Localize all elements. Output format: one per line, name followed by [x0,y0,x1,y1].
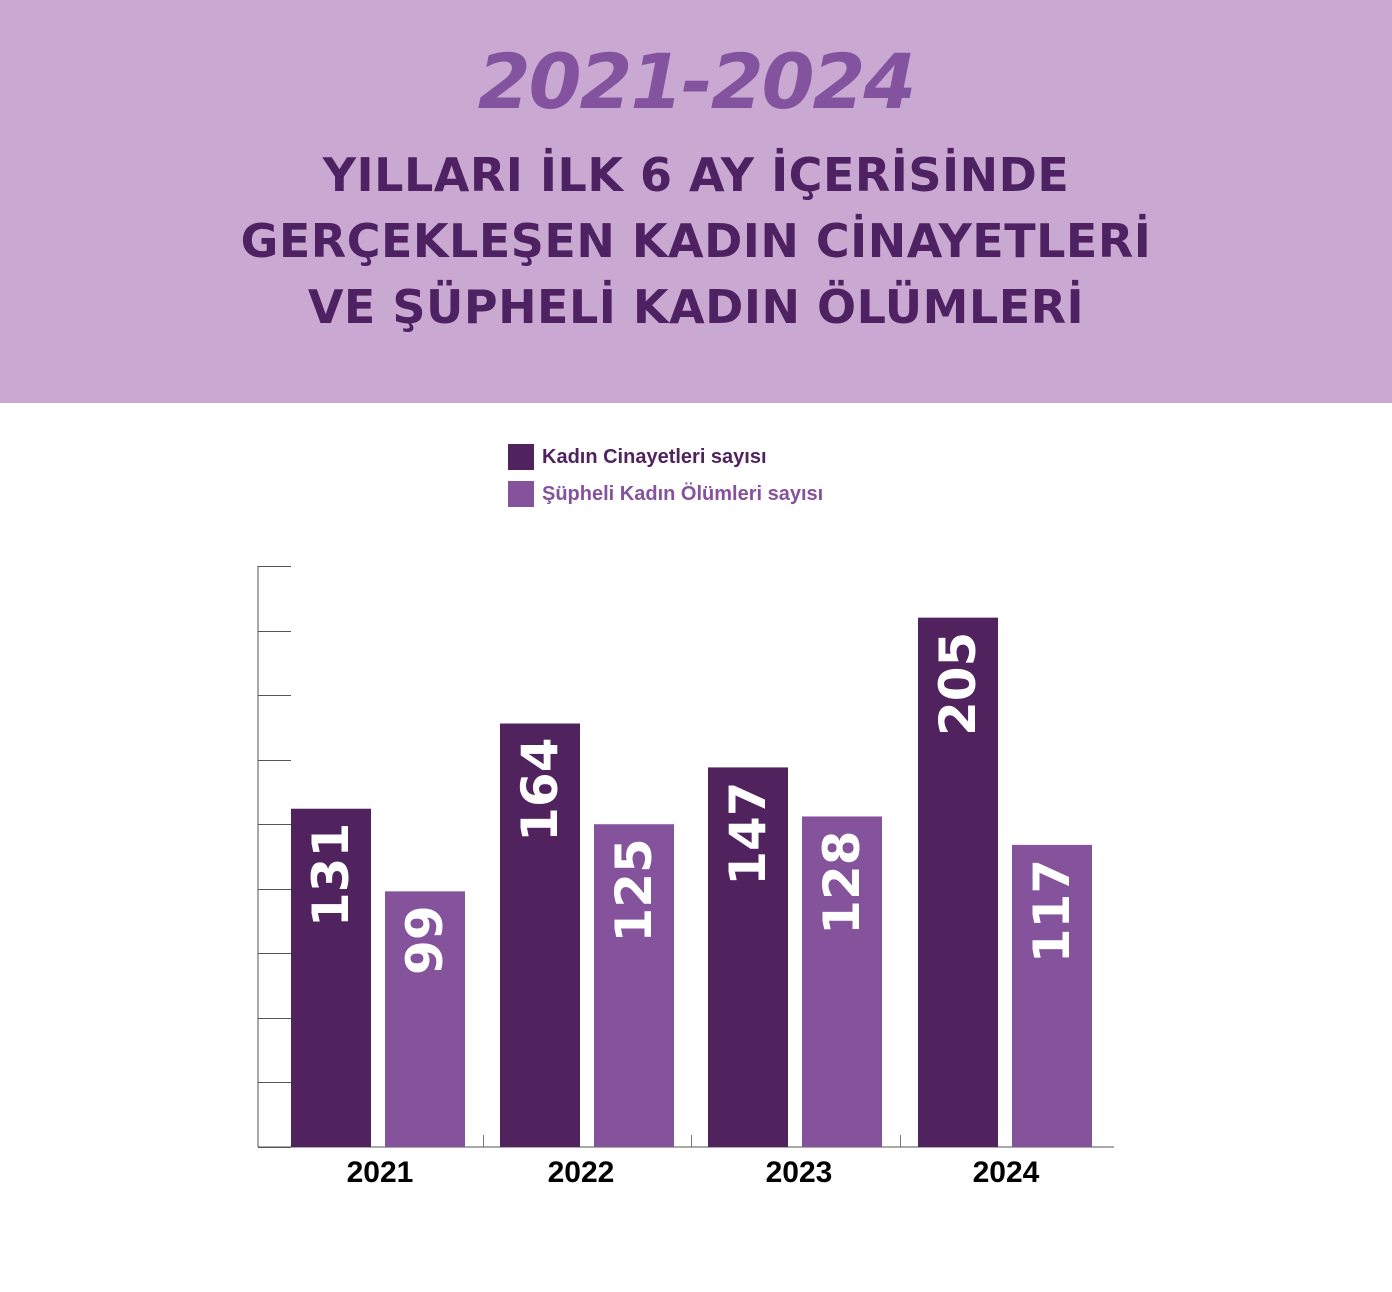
bar [500,723,580,1147]
bar [1012,844,1092,1147]
x-tick-label: 2024 [973,1156,1040,1189]
x-tick-label: 2023 [766,1156,833,1189]
bar-value-label: 205 [929,632,987,736]
legend-label: Kadın Cinayetleri sayısı [542,446,767,468]
title-line-2: GERÇEKLEŞEN KADIN CİNAYETLERİ [240,214,1152,268]
bar [802,816,882,1147]
legend-swatch [508,481,534,507]
bar-value-label: 164 [511,738,569,842]
bar-value-label: 128 [813,830,871,934]
bar [594,824,674,1147]
bar [708,767,788,1147]
title-years: 2021-2024 [477,37,917,126]
bar-value-label: 117 [1023,859,1081,963]
x-tick-label: 2022 [548,1156,615,1189]
x-tick-label: 2021 [347,1156,414,1189]
bar [918,617,998,1147]
header-banner: 2021-2024 YILLARI İLK 6 AY İÇERİSİNDE GE… [0,0,1392,403]
title-line-1: YILLARI İLK 6 AY İÇERİSİNDE [322,148,1070,202]
legend-swatch [508,444,534,470]
bar [291,808,371,1147]
bar-value-label: 99 [396,905,454,975]
title-line-3: VE ŞÜPHELİ KADIN ÖLÜMLERİ [307,280,1085,334]
bar-value-label: 125 [605,838,663,942]
legend-label: Şüpheli Kadın Ölümleri sayısı [542,483,824,505]
bar-value-label: 147 [719,781,777,885]
bar [385,891,465,1147]
bar-value-label: 131 [302,823,360,927]
